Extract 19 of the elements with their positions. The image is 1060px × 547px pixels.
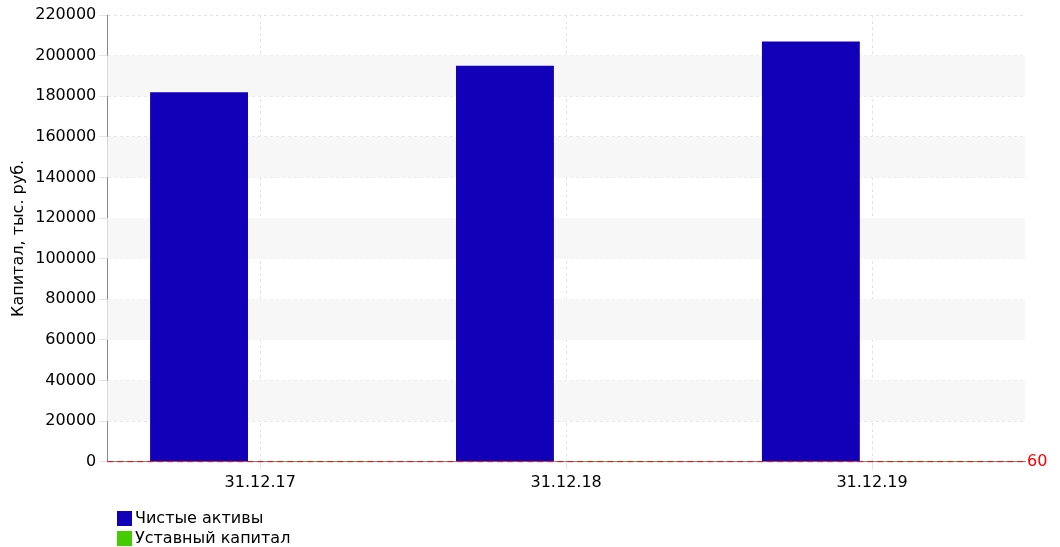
legend-label: Уставный капитал xyxy=(135,528,291,547)
y-tick-label: 80000 xyxy=(45,288,97,308)
y-tick-label: 100000 xyxy=(35,247,97,267)
legend-label: Чистые активы xyxy=(135,508,264,528)
y-tick-label: 0 xyxy=(86,450,97,470)
ref-line-label: 60 xyxy=(1027,450,1048,470)
y-tick-label: 220000 xyxy=(35,4,97,24)
x-tick-label: 31.12.18 xyxy=(530,471,602,491)
y-tick-label: 140000 xyxy=(35,166,97,186)
y-tick-label: 20000 xyxy=(45,410,97,430)
y-tick-label: 120000 xyxy=(35,207,97,227)
y-tick-label: 40000 xyxy=(45,369,97,389)
y-axis-title: Капитал, тыс. руб. xyxy=(7,159,27,317)
x-tick-label: 31.12.17 xyxy=(224,471,296,491)
y-tick-label: 200000 xyxy=(35,44,97,64)
y-tick-label: 160000 xyxy=(35,126,97,146)
y-tick-label: 60000 xyxy=(45,329,97,349)
y-tick-label: 180000 xyxy=(35,85,97,105)
x-tick-label: 31.12.19 xyxy=(836,471,908,491)
